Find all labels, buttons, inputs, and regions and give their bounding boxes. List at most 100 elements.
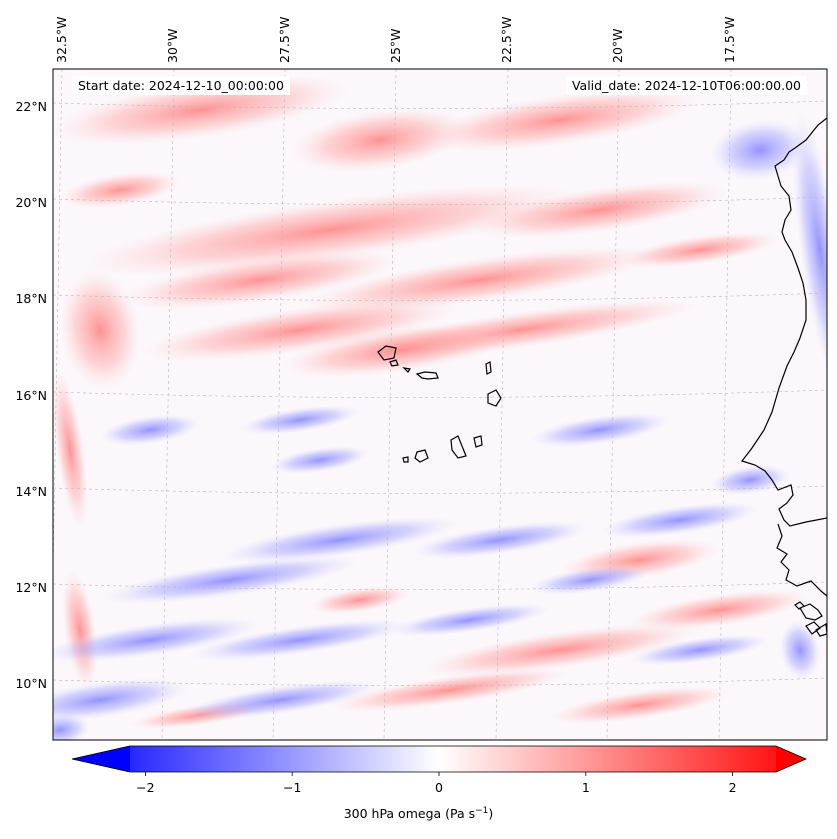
colorbar-tick-label: −1 <box>283 780 301 795</box>
omega-negative-region <box>530 413 670 447</box>
colorbar-outline <box>71 745 808 773</box>
colorbar-tick-label: 2 <box>729 780 737 795</box>
graticule-lat-line <box>53 581 827 590</box>
colorbar-label-exponent: −1 <box>475 806 489 816</box>
lon-label-22-5w: 22.5°W <box>499 17 514 63</box>
guinea-coastline <box>776 523 827 597</box>
omega-negative-region <box>180 680 380 720</box>
omega-negative-region <box>710 465 790 495</box>
omega-positive-region <box>281 322 519 378</box>
colorbar-tick-label: 1 <box>582 780 590 795</box>
graticule-lat-line <box>53 292 827 301</box>
lat-label-20n: 20°N <box>15 195 47 210</box>
graticule-lat-line <box>53 100 827 109</box>
omega-positive-region <box>53 370 88 530</box>
graticule-lon-line <box>495 69 509 740</box>
graticule <box>53 69 827 740</box>
omega-negative-region <box>630 634 770 666</box>
omega-field <box>53 69 827 740</box>
colorbar-tick-label: 0 <box>435 780 443 795</box>
omega-negative-region <box>240 405 360 435</box>
cape-verde-sao-vicente <box>389 359 399 367</box>
latitude-labels: 22°N 20°N 18°N 16°N 14°N 12°N 10°N <box>15 99 47 691</box>
colorbar-extend-max <box>776 746 806 772</box>
lon-label-30w: 30°W <box>165 28 180 63</box>
cape-verde-fogo <box>414 449 429 463</box>
lon-label-17-5w: 17.5°W <box>722 17 737 63</box>
graticule-lon-line <box>718 69 732 740</box>
cape-verde-santa-luzia <box>402 367 412 373</box>
cape-verde-brava <box>402 456 409 463</box>
colorbar: −2 −1 0 1 2 <box>71 745 808 795</box>
omega-negative-region <box>53 678 190 722</box>
cape-verde-sal <box>485 361 492 375</box>
cape-verde-santiago <box>450 435 467 459</box>
start-date-label: Start date: 2024-12-10_00:00:00 <box>72 76 290 95</box>
omega-positive-region <box>290 107 470 173</box>
omega-positive-region <box>141 298 459 362</box>
lat-label-14n: 14°N <box>15 484 47 499</box>
lon-label-25w: 25°W <box>388 28 403 63</box>
omega-positive-region <box>59 270 141 390</box>
omega-positive-region <box>421 88 699 152</box>
omega-positive-region <box>301 246 659 314</box>
omega-positive-region <box>82 184 578 276</box>
omega-negative-region <box>710 119 810 181</box>
colorbar-label-suffix: ) <box>488 806 494 822</box>
lon-label-32-5w: 32.5°W <box>54 17 69 63</box>
graticule-lon-line <box>383 69 397 740</box>
graticule-lat-line <box>53 389 827 398</box>
graticule-lon-line <box>606 69 620 740</box>
coastlines <box>377 117 827 637</box>
lat-label-10n: 10°N <box>15 676 47 691</box>
omega-positive-region <box>121 250 399 310</box>
graticule-lon-line <box>272 69 286 740</box>
omega-negative-region <box>410 521 590 559</box>
omega-positive-region <box>630 589 810 631</box>
omega-negative-region <box>53 617 259 663</box>
omega-negative-region <box>530 565 650 595</box>
valid-date-label: Valid_date: 2024-12-10T06:00:00.00 <box>565 76 807 95</box>
colorbar-tick-label: −2 <box>136 780 154 795</box>
omega-negative-region <box>101 555 359 605</box>
colorbar-label-prefix: 300 hPa omega (Pa s <box>343 806 476 822</box>
lat-label-18n: 18°N <box>15 291 47 306</box>
africa-coastline <box>740 117 827 527</box>
cape-verde-sao-nicolau <box>415 371 439 380</box>
lon-label-27-5w: 27.5°W <box>277 17 292 63</box>
omega-positive-region <box>310 586 410 614</box>
omega-positive-region <box>331 668 569 712</box>
omega-negative-region <box>779 620 821 680</box>
omega-positive-region <box>60 172 180 208</box>
omega-positive-region <box>421 623 699 677</box>
omega-negative-region <box>270 446 370 474</box>
colorbar-label: 300 hPa omega (Pa s−1) <box>0 806 837 821</box>
omega-positive-region <box>550 686 730 724</box>
lat-label-16n: 16°N <box>15 388 47 403</box>
graticule-lon-line <box>161 69 175 740</box>
omega-negative-region <box>600 502 760 538</box>
graticule-lat-line <box>53 677 827 686</box>
omega-positive-region <box>471 181 729 239</box>
cape-verde-maio <box>473 435 483 448</box>
omega-negative-region <box>221 516 459 564</box>
cape-verde-santo-antao <box>377 345 397 361</box>
graticule-lat-line <box>53 196 827 205</box>
colorbar-extend-min <box>72 746 130 772</box>
lon-label-20w: 20°W <box>610 28 625 63</box>
lat-label-12n: 12°N <box>15 580 47 595</box>
map-frame <box>52 68 828 741</box>
cape-verde-boa-vista <box>487 389 502 407</box>
graticule-lat-line <box>53 485 827 494</box>
omega-negative-region <box>792 111 827 389</box>
omega-negative-region <box>53 713 90 740</box>
omega-negative-region <box>100 414 200 446</box>
colorbar-gradient <box>72 746 806 772</box>
omega-negative-region <box>191 619 409 661</box>
longitude-labels: 32.5°W 30°W 27.5°W 25°W 22.5°W 20°W 17.5… <box>54 17 737 63</box>
omega-positive-region <box>620 232 780 268</box>
lat-label-22n: 22°N <box>15 99 47 114</box>
bissagos-islands <box>794 601 827 637</box>
omega-negative-region <box>390 603 550 637</box>
